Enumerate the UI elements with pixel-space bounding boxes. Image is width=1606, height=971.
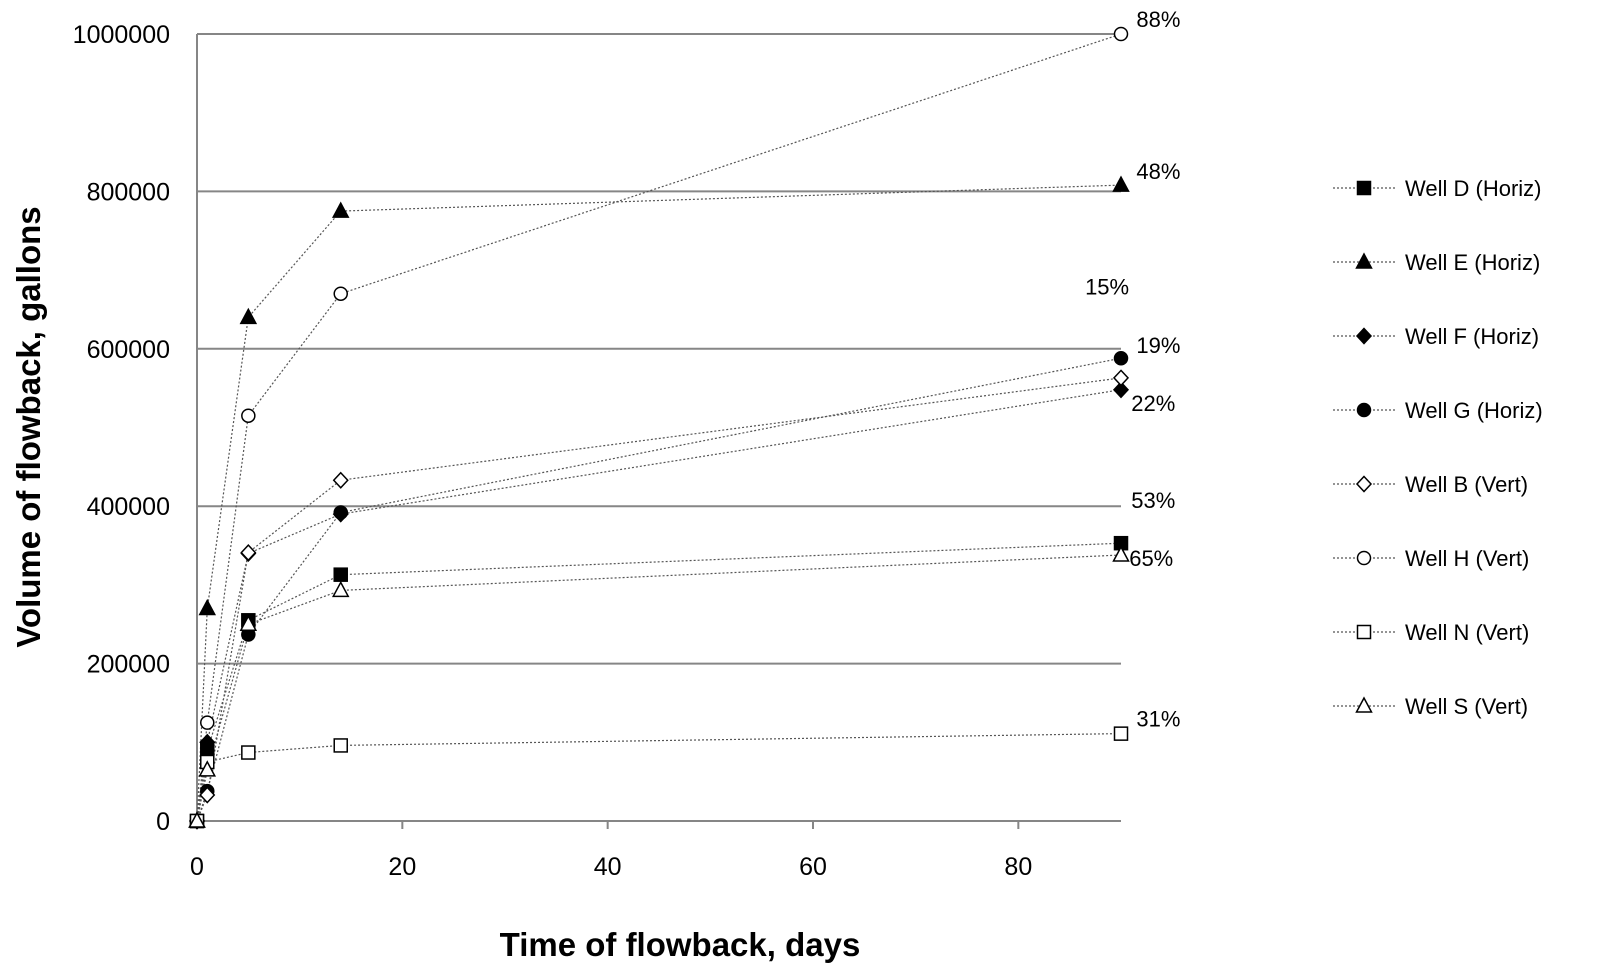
data-point (1113, 26, 1129, 42)
data-point (199, 786, 216, 804)
legend-label: Well G (Horiz) (1405, 398, 1543, 423)
data-point (199, 733, 216, 751)
data-point (198, 598, 217, 616)
data-point (1112, 369, 1130, 387)
y-tick-label: 600000 (87, 336, 170, 364)
data-point (241, 745, 256, 760)
series-line (196, 389, 1122, 822)
data-point (200, 715, 215, 730)
y-tick-label: 200000 (87, 651, 170, 679)
percent-label: 65% (1129, 546, 1173, 571)
legend: Well D (Horiz) Well E (Horiz) Well F (Hori… (1333, 176, 1543, 719)
data-point (333, 505, 348, 520)
series-lines (196, 33, 1122, 822)
y-tick-label: 800000 (87, 178, 170, 206)
legend-label: Well S (Vert) (1405, 694, 1528, 719)
y-axis-title: Volume of flowback, gallons (10, 206, 47, 647)
data-point (241, 408, 256, 423)
x-tick-label: 20 (388, 853, 416, 881)
percent-label: 31% (1136, 707, 1180, 732)
percent-label: 88% (1136, 7, 1180, 32)
data-point (198, 760, 217, 777)
x-tick-label: 0 (190, 853, 204, 881)
y-tick-label: 400000 (87, 493, 170, 521)
series-line (196, 377, 1122, 822)
series-line (196, 542, 1122, 822)
percent-label: 15% (1085, 275, 1129, 300)
data-point (188, 811, 206, 828)
y-tick-label: 0 (156, 808, 170, 836)
data-point (331, 201, 350, 218)
legend-marker (1355, 327, 1373, 345)
axes (196, 34, 1121, 829)
data-point (1112, 175, 1130, 192)
series-line (196, 33, 1122, 822)
x-tick-label: 60 (799, 853, 827, 881)
data-point (240, 544, 257, 562)
percent-annotations: 88% 48% 15% 19% 22% 53% 65% 31% (1085, 7, 1180, 732)
data-point (333, 567, 348, 582)
data-point (332, 471, 349, 489)
data-point (331, 580, 350, 598)
gridlines (197, 33, 1121, 665)
y-tick-labels: 0 200000 400000 600000 800000 1000000 (73, 21, 170, 836)
series-markers (188, 26, 1130, 830)
x-tick-label: 40 (594, 853, 622, 881)
percent-label: 19% (1136, 333, 1180, 358)
legend-label: Well D (Horiz) (1405, 176, 1541, 201)
legend-marker (1355, 252, 1373, 269)
percent-label: 22% (1131, 391, 1175, 416)
data-point (239, 614, 258, 631)
legend-label: Well E (Horiz) (1405, 250, 1540, 275)
legend-marker (1355, 696, 1373, 713)
legend-label: Well H (Vert) (1405, 546, 1529, 571)
legend-label: Well B (Vert) (1405, 472, 1528, 497)
legend-marker (1355, 475, 1373, 493)
series-line (196, 184, 1122, 822)
x-axis-title: Time of flowback, days (500, 926, 861, 963)
data-point (1113, 726, 1129, 741)
data-point (1113, 350, 1129, 366)
legend-label: Well F (Horiz) (1405, 324, 1539, 349)
legend-label: Well N (Vert) (1405, 620, 1529, 645)
percent-label: 53% (1131, 488, 1175, 513)
legend-marker (1356, 180, 1372, 196)
legend-marker (1356, 624, 1372, 640)
data-point (239, 307, 258, 325)
legend-marker (1356, 550, 1372, 566)
data-point (333, 286, 348, 301)
percent-label: 48% (1136, 159, 1180, 184)
data-point (333, 738, 348, 753)
y-tick-label: 1000000 (73, 21, 170, 49)
x-tick-labels: 0 20 40 60 80 (190, 853, 1032, 881)
data-point (1112, 381, 1130, 399)
legend-marker (1356, 402, 1372, 418)
x-tick-label: 80 (1004, 853, 1032, 881)
data-point (1112, 545, 1130, 562)
